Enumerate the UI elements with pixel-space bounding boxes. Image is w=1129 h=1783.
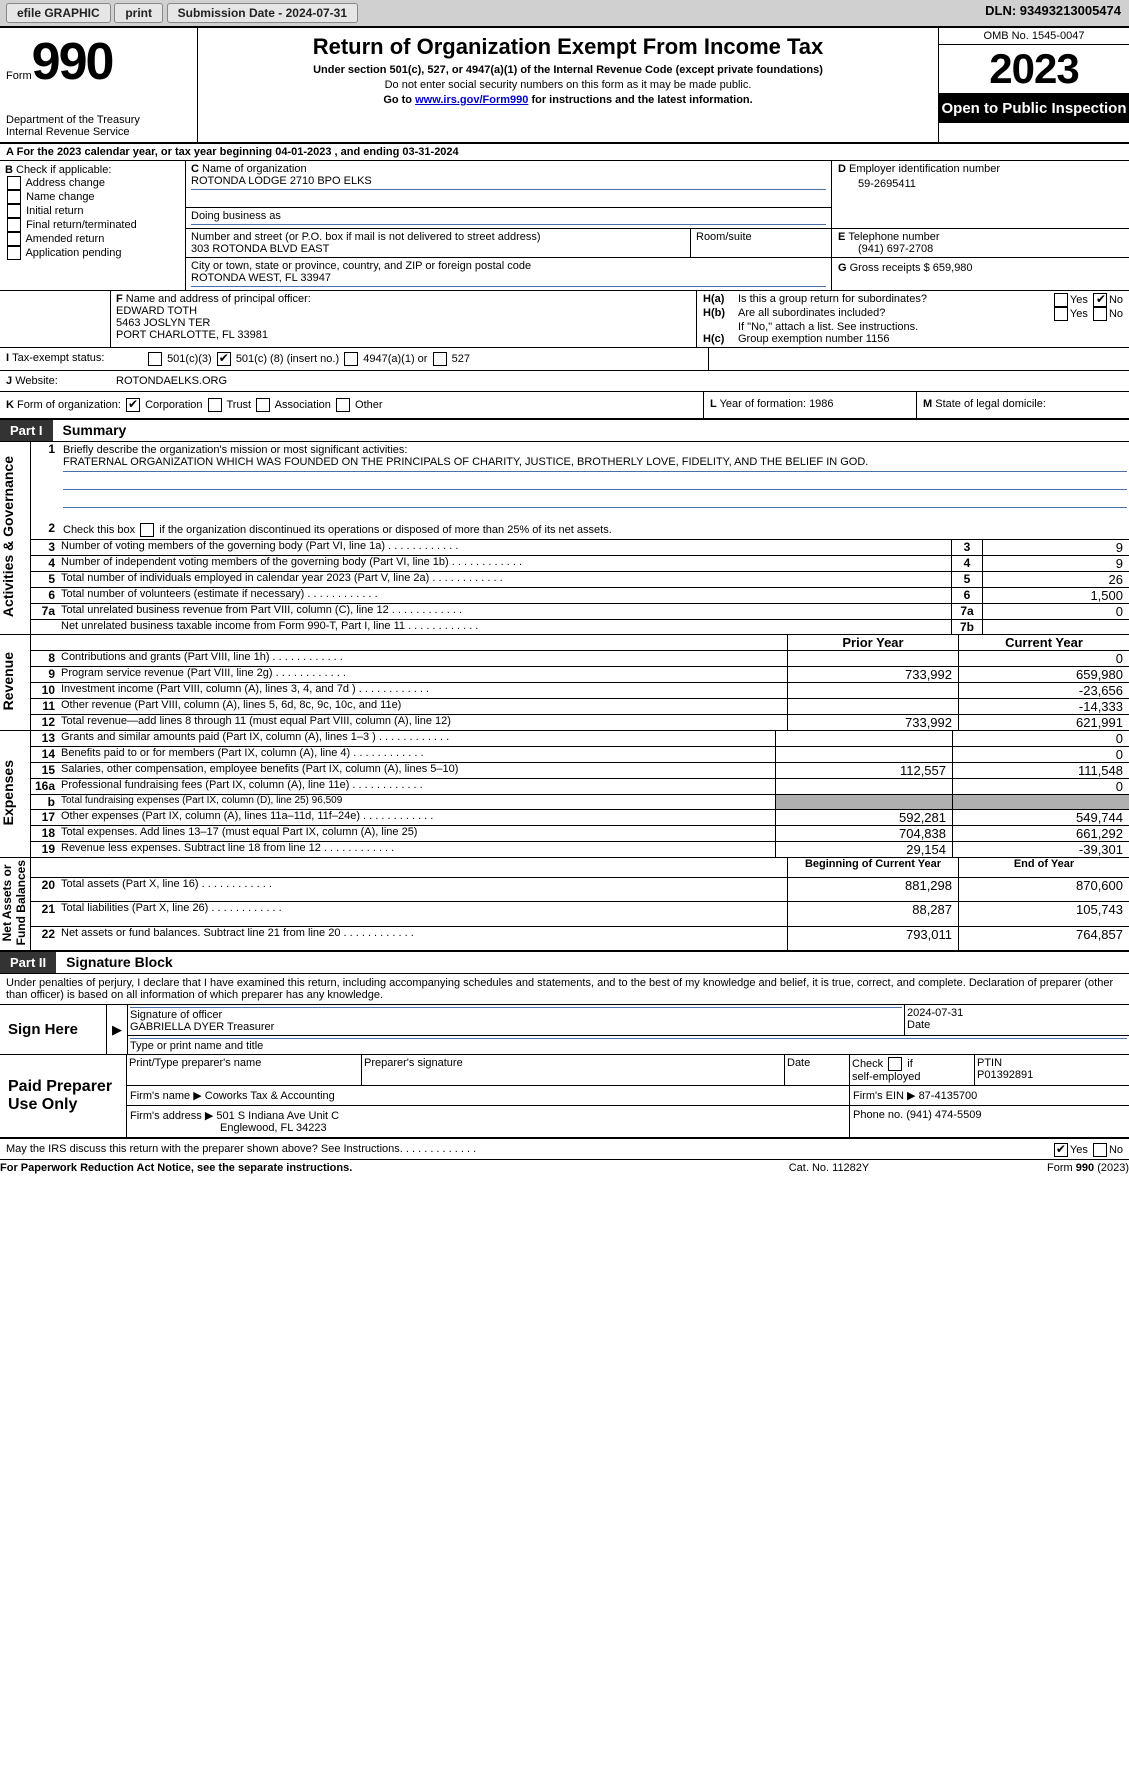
section-netassets: Net Assets or Fund Balances Beginning of…: [0, 858, 1129, 952]
section-revenue: Revenue Prior Year Current Year 8Contrib…: [0, 635, 1129, 731]
dln: DLN: 93493213005474: [797, 0, 1129, 26]
klm-row: K Form of organization: Corporation Trus…: [0, 392, 1129, 420]
i-row: I Tax-exempt status: 501(c)(3) 501(c) (8…: [0, 348, 1129, 371]
cb-other[interactable]: [336, 398, 350, 412]
cb-4947[interactable]: [344, 352, 358, 366]
city-label: City or town, state or province, country…: [191, 260, 531, 272]
irs-label: Internal Revenue Service: [6, 126, 191, 138]
room-label: Room/suite: [691, 229, 832, 258]
firm-phone: (941) 474-5509: [906, 1109, 981, 1121]
cb-501c3[interactable]: [148, 352, 162, 366]
cb-initial[interactable]: [7, 204, 21, 218]
part1-header: Part ISummary: [0, 420, 1129, 442]
website: ROTONDAELKS.ORG: [116, 375, 227, 387]
submission-date: Submission Date - 2024-07-31: [167, 3, 358, 23]
sig-date: 2024-07-31: [907, 1007, 963, 1019]
open-inspection: Open to Public Inspection: [939, 94, 1129, 123]
vlabel-exp: Expenses: [0, 756, 16, 829]
city: ROTONDA WEST, FL 33947: [191, 272, 331, 284]
vlabel-na: Net Assets or Fund Balances: [0, 858, 28, 947]
hb-no[interactable]: [1093, 307, 1107, 321]
col-prior: Prior Year: [788, 635, 959, 651]
cb-pending[interactable]: [7, 246, 21, 260]
cb-name[interactable]: [7, 190, 21, 204]
j-row: J Website: ROTONDAELKS.ORG: [0, 371, 1129, 392]
col-current: Current Year: [959, 635, 1129, 651]
dept-treasury: Department of the Treasury: [6, 114, 191, 126]
street: 303 ROTONDA BLVD EAST: [191, 243, 329, 255]
ha-yes[interactable]: [1054, 293, 1068, 307]
omb: OMB No. 1545-0047: [939, 28, 1129, 45]
irs-link[interactable]: www.irs.gov/Form990: [415, 94, 528, 106]
firm-name: Coworks Tax & Accounting: [205, 1090, 335, 1102]
discuss-yes[interactable]: [1054, 1143, 1068, 1157]
section-expenses: Expenses 13Grants and similar amounts pa…: [0, 731, 1129, 858]
cb-corp[interactable]: [126, 398, 140, 412]
vlabel-rev: Revenue: [0, 648, 16, 714]
cb-address[interactable]: [7, 176, 21, 190]
tax-year: 2023: [939, 45, 1129, 94]
vlabel-ag: Activities & Governance: [0, 452, 16, 621]
section-d: D Employer identification number 59-2695…: [832, 161, 1129, 229]
f-label: Name and address of principal officer:: [126, 293, 311, 305]
ssn-warning: Do not enter social security numbers on …: [208, 79, 928, 91]
hb-yes[interactable]: [1054, 307, 1068, 321]
street-label: Number and street (or P.O. box if mail i…: [191, 231, 541, 243]
efile-button[interactable]: efile GRAPHIC: [6, 3, 111, 23]
form-word: Form: [6, 70, 32, 82]
section-g: G Gross receipts $ 659,980: [832, 258, 1129, 291]
topbar: efile GRAPHIC print Submission Date - 20…: [0, 0, 1129, 26]
cb-trust[interactable]: [208, 398, 222, 412]
cb-amended[interactable]: [7, 232, 21, 246]
cb-discontinued[interactable]: [140, 523, 154, 537]
discuss-no[interactable]: [1093, 1143, 1107, 1157]
section-ag: Activities & Governance 1 Briefly descri…: [0, 442, 1129, 635]
section-b: B Check if applicable: Address change Na…: [0, 161, 186, 291]
firm-ein: 87-4135700: [919, 1090, 978, 1102]
ptin: P01392891: [977, 1069, 1033, 1081]
part2-header: Part IISignature Block: [0, 952, 1129, 974]
form-title: Return of Organization Exempt From Incom…: [208, 34, 928, 60]
cb-final[interactable]: [7, 218, 21, 232]
dba-label: Doing business as: [191, 210, 281, 222]
cb-527[interactable]: [433, 352, 447, 366]
form-number: 990: [32, 33, 113, 91]
goto-line: Go to www.irs.gov/Form990 for instructio…: [208, 94, 928, 106]
form-subtitle: Under section 501(c), 527, or 4947(a)(1)…: [208, 64, 928, 76]
footer: For Paperwork Reduction Act Notice, see …: [0, 1162, 1129, 1174]
print-button[interactable]: print: [114, 3, 163, 23]
entity-table: B Check if applicable: Address change Na…: [0, 161, 1129, 291]
paid-preparer: Paid Preparer Use Only Print/Type prepar…: [0, 1055, 1129, 1139]
cb-selfemp[interactable]: [888, 1057, 902, 1071]
declaration: Under penalties of perjury, I declare th…: [0, 974, 1129, 1005]
mission: FRATERNAL ORGANIZATION WHICH WAS FOUNDED…: [63, 456, 868, 468]
org-name: ROTONDA LODGE 2710 BPO ELKS: [191, 175, 372, 187]
section-h: H(a) Is this a group return for subordin…: [697, 291, 1129, 348]
line-a: A For the 2023 calendar year, or tax yea…: [0, 144, 1129, 161]
officer-name: GABRIELLA DYER Treasurer: [130, 1021, 274, 1033]
sign-here: Sign Here ▶ Signature of officer GABRIEL…: [0, 1005, 1129, 1055]
cb-assoc[interactable]: [256, 398, 270, 412]
section-e: E Telephone number (941) 697-2708: [832, 229, 1129, 258]
fh-row: F Name and address of principal officer:…: [0, 291, 1129, 348]
discuss-row: May the IRS discuss this return with the…: [0, 1139, 1129, 1160]
header-block: Form990 Department of the Treasury Inter…: [0, 26, 1129, 144]
cb-501c[interactable]: [217, 352, 231, 366]
c-label: Name of organization: [202, 163, 307, 175]
ha-no[interactable]: [1093, 293, 1107, 307]
